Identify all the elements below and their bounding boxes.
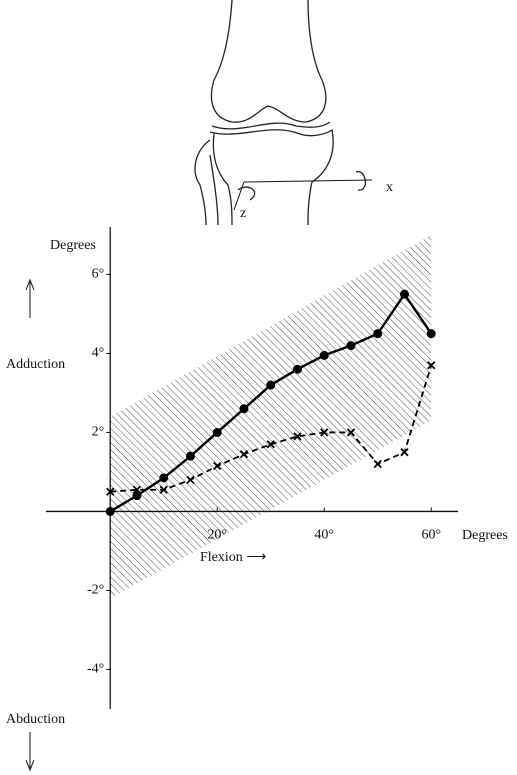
point xyxy=(399,289,409,299)
x-tick-label: 20° xyxy=(207,528,227,543)
down-arrow xyxy=(25,732,35,772)
point xyxy=(159,485,168,494)
point xyxy=(427,361,436,370)
axis-symbol: x xyxy=(386,180,393,195)
point xyxy=(400,448,409,457)
point xyxy=(212,427,222,437)
point xyxy=(213,461,222,471)
point xyxy=(105,506,115,516)
point xyxy=(159,473,169,483)
point xyxy=(239,450,249,459)
y-tick-label: 6° xyxy=(92,267,105,282)
point xyxy=(373,459,382,469)
point xyxy=(186,475,195,484)
point xyxy=(266,380,276,390)
point xyxy=(185,451,195,461)
point xyxy=(373,329,383,339)
point xyxy=(266,440,275,449)
flexion-label: Flexion ⟶ xyxy=(200,550,266,565)
point xyxy=(346,428,356,437)
up-arrow xyxy=(25,278,35,318)
y-axis-title: Degrees xyxy=(50,238,96,253)
point xyxy=(132,491,142,501)
y-tick-label: 2° xyxy=(92,425,105,440)
knee-diagram: x z xyxy=(194,0,393,226)
y-tick-label: -4° xyxy=(87,662,104,677)
point xyxy=(319,350,329,360)
adduction-label: Adduction xyxy=(6,357,65,372)
point xyxy=(292,364,302,374)
point xyxy=(239,404,249,414)
abduction-label: Abduction xyxy=(6,712,65,727)
x-tick-label: 40° xyxy=(314,528,334,543)
point xyxy=(320,428,329,437)
x-tick-label: 60° xyxy=(421,528,441,543)
point xyxy=(293,432,302,441)
range-band xyxy=(110,234,432,599)
point xyxy=(132,485,142,494)
y-tick-label: -2° xyxy=(87,583,104,598)
y-tick-label: 4° xyxy=(92,346,105,361)
point xyxy=(426,329,436,339)
point xyxy=(106,487,115,496)
axis-symbol: z xyxy=(240,206,246,221)
x-axis-title: Degrees xyxy=(462,528,508,543)
point xyxy=(346,341,356,351)
